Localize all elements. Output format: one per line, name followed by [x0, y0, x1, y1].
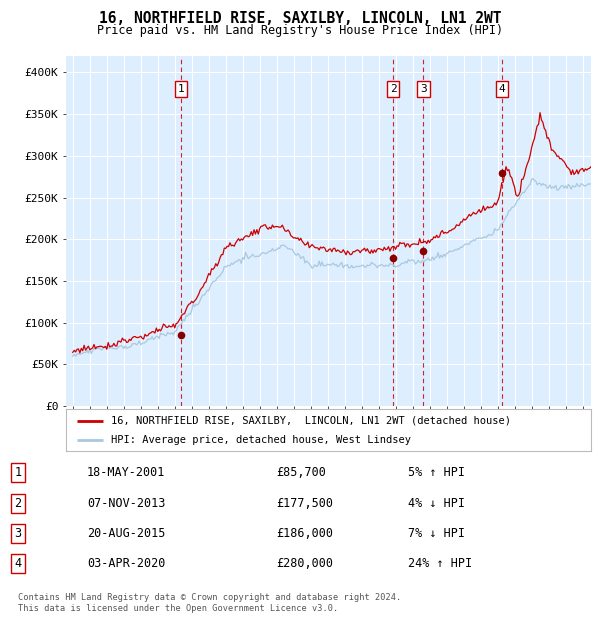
- Text: £280,000: £280,000: [276, 557, 333, 570]
- Text: 20-AUG-2015: 20-AUG-2015: [87, 527, 166, 540]
- Text: 4: 4: [14, 557, 22, 570]
- Text: 5% ↑ HPI: 5% ↑ HPI: [408, 466, 465, 479]
- Text: 4% ↓ HPI: 4% ↓ HPI: [408, 497, 465, 510]
- Text: HPI: Average price, detached house, West Lindsey: HPI: Average price, detached house, West…: [110, 435, 410, 445]
- Text: £177,500: £177,500: [276, 497, 333, 510]
- Text: 2: 2: [389, 84, 397, 94]
- Text: 4: 4: [499, 84, 505, 94]
- Text: £186,000: £186,000: [276, 527, 333, 540]
- Text: Price paid vs. HM Land Registry's House Price Index (HPI): Price paid vs. HM Land Registry's House …: [97, 24, 503, 37]
- Text: 1: 1: [14, 466, 22, 479]
- Text: 03-APR-2020: 03-APR-2020: [87, 557, 166, 570]
- Text: 18-MAY-2001: 18-MAY-2001: [87, 466, 166, 479]
- Text: 1: 1: [178, 84, 185, 94]
- Text: £85,700: £85,700: [276, 466, 326, 479]
- Text: 3: 3: [420, 84, 427, 94]
- Text: 16, NORTHFIELD RISE, SAXILBY, LINCOLN, LN1 2WT: 16, NORTHFIELD RISE, SAXILBY, LINCOLN, L…: [99, 11, 501, 25]
- Text: 16, NORTHFIELD RISE, SAXILBY,  LINCOLN, LN1 2WT (detached house): 16, NORTHFIELD RISE, SAXILBY, LINCOLN, L…: [110, 415, 511, 425]
- Text: Contains HM Land Registry data © Crown copyright and database right 2024.
This d: Contains HM Land Registry data © Crown c…: [18, 593, 401, 613]
- Text: 3: 3: [14, 527, 22, 540]
- Text: 7% ↓ HPI: 7% ↓ HPI: [408, 527, 465, 540]
- Text: 07-NOV-2013: 07-NOV-2013: [87, 497, 166, 510]
- Text: 2: 2: [14, 497, 22, 510]
- Text: 24% ↑ HPI: 24% ↑ HPI: [408, 557, 472, 570]
